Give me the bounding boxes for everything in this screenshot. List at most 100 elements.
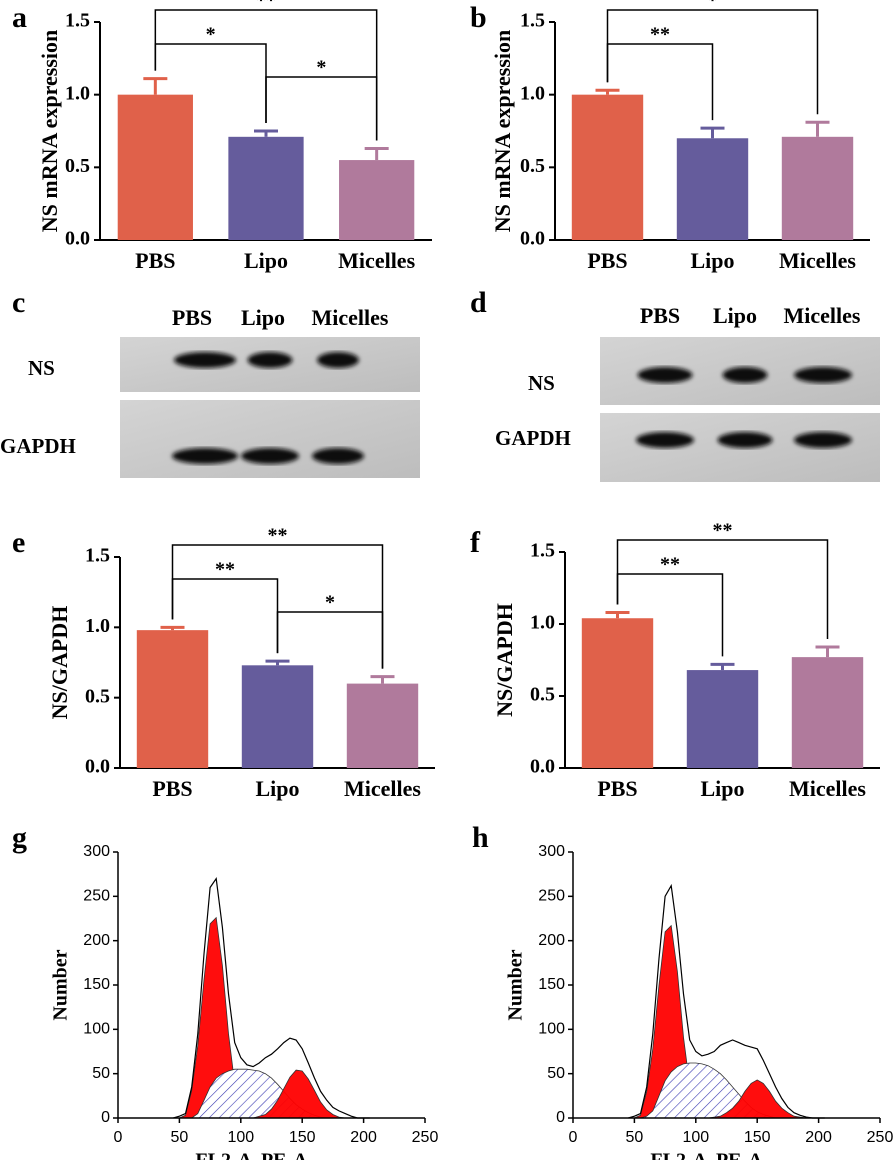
y-tick-label: 50 [547,1065,565,1082]
significance-bracket [276,611,384,669]
panel-letter: h [472,821,489,854]
bar [676,138,749,240]
bar [228,136,304,240]
blot-band [174,352,236,368]
x-tick-label: Lipo [690,248,734,273]
bar [339,160,415,240]
panel-letter: e [12,526,25,559]
error-bar [160,625,185,631]
panel-letter: f [470,526,481,559]
lane-label: Micelles [312,305,389,330]
x-tick-label: 200 [350,1129,377,1146]
y-tick-label: 200 [83,932,110,949]
y-tick-label: 0.0 [530,756,555,778]
lane-label: Lipo [241,305,285,330]
significance-label: ** [713,520,733,542]
error-bar [805,120,830,137]
blot-band [637,367,693,383]
x-tick-label: 250 [867,1129,894,1146]
y-tick-label: 150 [538,976,565,993]
x-tick-label: PBS [135,248,175,273]
y-axis-label: Number [50,949,72,1020]
x-tick-label: PBS [587,248,627,273]
significance-bracket [616,539,829,640]
significance-bracket [154,9,378,141]
bar [346,683,419,768]
blot-band [722,367,768,383]
y-tick-label: 1.5 [65,10,90,32]
y-tick-label: 1.0 [65,82,90,104]
y-tick-label: 0 [101,1109,110,1126]
x-tick-label: 100 [682,1129,709,1146]
y-tick-label: 100 [83,1021,110,1038]
y-axis-label: NS mRNA expression [490,30,515,233]
significance-label: ** [215,559,235,581]
y-axis-label: NS/GAPDH [492,603,517,717]
error-bar [143,77,168,95]
x-tick-label: 50 [626,1129,644,1146]
y-tick-label: 300 [538,843,565,860]
lane-label: Lipo [713,303,757,328]
lane-label: PBS [172,305,212,330]
x-axis-label: FL2-A PE-A [650,1150,763,1160]
y-tick-label: 50 [92,1065,110,1082]
x-tick-label: 200 [805,1129,832,1146]
blot-band [636,432,694,448]
y-tick-label: 0.0 [65,228,90,250]
x-tick-label: 100 [227,1129,254,1146]
bar [117,94,193,241]
y-tick-label: 250 [83,888,110,905]
panel-letter: a [12,1,27,34]
significance-label: * [708,0,718,12]
x-tick-label: PBS [152,776,192,801]
significance-bracket [606,43,714,121]
y-tick-label: 150 [83,976,110,993]
y-tick-label: 100 [538,1021,565,1038]
lane-label: PBS [640,303,680,328]
x-tick-label: 150 [744,1129,771,1146]
significance-label: ** [650,24,670,46]
x-tick-label: 0 [569,1129,578,1146]
x-tick-label: 0 [114,1129,123,1146]
error-bar [595,88,620,95]
y-tick-label: 1.0 [85,615,110,637]
y-tick-label: 0.5 [65,155,90,177]
y-tick-label: 0.0 [85,756,110,778]
x-tick-label: Micelles [344,776,421,801]
significance-label: ** [256,0,276,12]
x-tick-label: Micelles [789,776,866,801]
significance-label: * [206,24,216,46]
bar [686,670,759,768]
error-bar [370,675,395,684]
y-tick-label: 1.5 [85,545,110,567]
y-tick-label: 1.0 [520,82,545,104]
error-bar [364,146,389,161]
panel-letter: d [470,286,487,319]
row-label: GAPDH [495,426,571,450]
y-tick-label: 250 [538,888,565,905]
y-tick-label: 0 [556,1109,565,1126]
x-tick-label: PBS [597,776,637,801]
y-tick-label: 0.5 [530,684,555,706]
x-tick-label: 250 [412,1129,439,1146]
histogram-trace [628,883,825,1119]
row-label: NS [528,371,555,395]
row-label: NS [28,356,55,380]
error-bar [605,610,630,619]
x-tick-label: Micelles [779,248,856,273]
error-bar [700,126,725,139]
y-tick-label: 1.5 [520,10,545,32]
blot-strip [120,400,420,478]
y-axis-label: NS/GAPDH [47,606,72,720]
x-tick-label: Micelles [338,248,415,273]
blot-band [172,448,238,464]
significance-label: * [316,57,326,79]
x-tick-label: Lipo [255,776,299,801]
significance-bracket [616,573,724,657]
bar [581,618,654,768]
blot-band [241,448,299,464]
row-label: GAPDH [0,434,76,458]
x-tick-label: 150 [289,1129,316,1146]
y-tick-label: 0.5 [85,685,110,707]
